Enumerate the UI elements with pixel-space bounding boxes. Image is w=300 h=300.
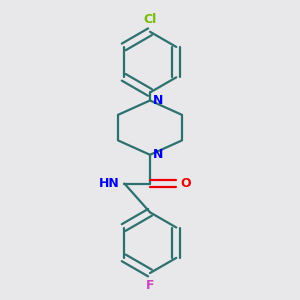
Text: F: F: [146, 279, 154, 292]
Text: N: N: [153, 148, 163, 161]
Text: N: N: [153, 94, 163, 107]
Text: HN: HN: [99, 177, 120, 190]
Text: O: O: [181, 177, 191, 190]
Text: Cl: Cl: [143, 13, 157, 26]
